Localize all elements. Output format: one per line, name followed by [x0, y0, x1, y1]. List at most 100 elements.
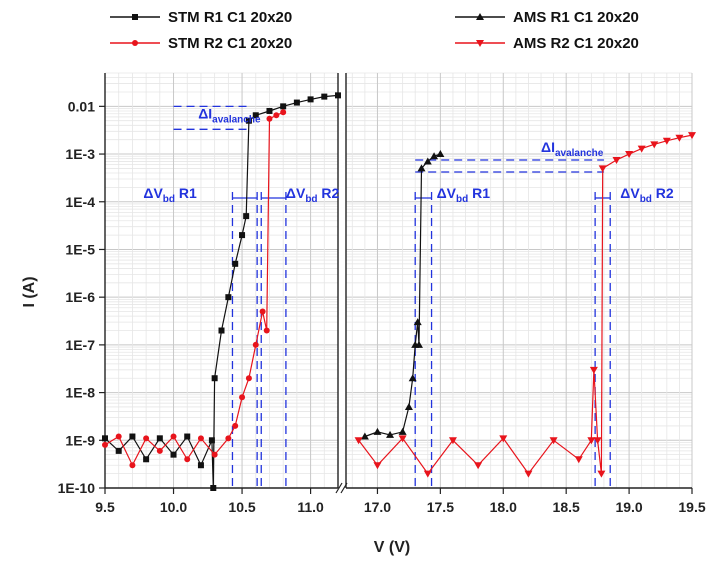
data-point [129, 462, 136, 469]
annotation-label: ΔVbd R1 [437, 185, 491, 205]
y-tick-label: 1E-9 [65, 432, 95, 448]
data-point [524, 470, 533, 478]
data-point [102, 435, 108, 442]
data-point [430, 152, 439, 160]
x-tick-label: 19.0 [615, 499, 642, 515]
x-axis-title: V (V) [374, 539, 410, 556]
y-tick-label: 1E-4 [65, 194, 95, 210]
data-point [448, 437, 457, 445]
data-point [587, 437, 596, 445]
x-tick-label: 11.0 [297, 499, 324, 515]
data-point [398, 435, 407, 443]
data-point [335, 92, 341, 99]
data-point [688, 132, 696, 140]
data-point [414, 340, 423, 348]
data-point [373, 462, 382, 470]
legend-marker [132, 14, 138, 20]
axis-break-mark [340, 482, 348, 494]
data-point [423, 470, 432, 478]
data-point [598, 165, 607, 173]
data-point [293, 99, 300, 106]
data-point [170, 451, 177, 458]
series-line-3 [358, 134, 693, 475]
data-point [197, 462, 204, 469]
data-point [218, 327, 225, 334]
data-point [386, 430, 395, 438]
data-point [170, 433, 177, 440]
data-point [245, 117, 252, 124]
y-tick-label: 1E-8 [65, 385, 95, 401]
data-point [129, 433, 136, 440]
series-layer [102, 92, 696, 491]
data-point [307, 96, 314, 103]
annotation-label: ΔIavalanche [198, 106, 261, 126]
grid-lines [104, 72, 693, 489]
data-point [593, 437, 602, 445]
data-point [102, 441, 108, 448]
legend-label: STM R2 C1 20x20 [168, 35, 292, 52]
legend: STM R1 C1 20x20 STM R2 C1 20x20 AMS R1 C1 … [110, 9, 639, 52]
annotation-label: ΔIavalanche [541, 139, 604, 159]
data-point [143, 435, 150, 442]
data-point [637, 145, 646, 153]
data-point [597, 470, 606, 478]
data-point [210, 485, 217, 491]
legend-marker [132, 40, 138, 46]
data-point [197, 435, 204, 442]
data-point [354, 437, 363, 445]
y-tick-label: 1E-5 [65, 241, 95, 257]
y-axis-title: I (A) [21, 276, 38, 307]
x-tick-label: 9.5 [95, 499, 115, 515]
data-point [398, 427, 407, 435]
y-tick-label: 1E-6 [65, 289, 95, 305]
legend-label: AMS R2 C1 20x20 [513, 35, 639, 52]
legend-marker [476, 40, 484, 47]
data-point [252, 341, 259, 348]
data-point [280, 103, 287, 110]
data-point [436, 150, 445, 158]
data-point [156, 447, 163, 454]
legend-marker [476, 13, 484, 20]
y-tick-label: 1E-3 [65, 146, 95, 162]
annotation-label: ΔVbd R2 [286, 185, 340, 205]
data-point [225, 435, 232, 442]
data-point [245, 375, 252, 382]
data-point [417, 164, 426, 172]
data-point [143, 456, 150, 463]
x-tick-label: 10.0 [160, 499, 187, 515]
data-point [662, 137, 671, 145]
data-point [115, 433, 122, 440]
data-point [115, 447, 122, 454]
data-point [321, 93, 328, 100]
data-point [499, 435, 508, 443]
data-point [184, 456, 191, 463]
data-point [612, 157, 621, 165]
data-point [675, 134, 684, 142]
annotation-label: ΔVbd R1 [143, 185, 197, 205]
data-point [263, 327, 270, 334]
data-point [650, 141, 659, 149]
x-tick-label: 17.5 [427, 499, 454, 515]
series-line-1 [104, 111, 284, 467]
data-point [232, 422, 239, 429]
data-point [225, 294, 232, 301]
y-tick-label: 1E-10 [58, 480, 96, 496]
y-tick-label: 0.01 [68, 98, 95, 114]
data-point [423, 157, 432, 165]
data-point [232, 260, 239, 267]
data-point [211, 451, 218, 458]
data-point [259, 308, 266, 315]
tick-labels: 9.5 10.0 10.5 11.0 17.0 17.5 18.0 18.5 19.0 19.5 1… [58, 98, 706, 515]
annotations: ΔIavalanche ΔVbd R1 ΔVbd R2 ΔVbd R1 ΔIavalan… [143, 106, 674, 205]
data-point [589, 366, 598, 374]
data-point [549, 437, 558, 445]
data-point [266, 107, 273, 114]
annotation-label: ΔVbd R2 [620, 185, 674, 205]
data-point [413, 318, 422, 326]
data-point [280, 109, 287, 116]
x-tick-label: 10.5 [228, 499, 255, 515]
data-point [184, 433, 191, 440]
data-point [273, 112, 280, 119]
x-tick-label: 18.0 [490, 499, 517, 515]
